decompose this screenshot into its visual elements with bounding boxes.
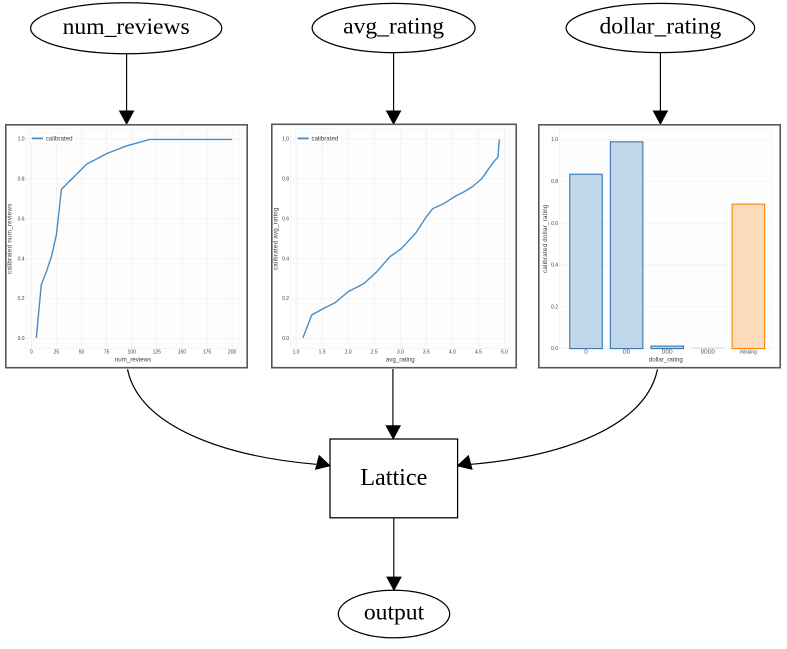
svg-text:4.0: 4.0: [449, 349, 456, 355]
svg-text:50: 50: [79, 349, 85, 355]
svg-text:175: 175: [203, 349, 212, 355]
svg-text:calibrated: calibrated: [312, 136, 339, 143]
svg-text:0.2: 0.2: [18, 296, 25, 302]
svg-text:75: 75: [104, 349, 110, 355]
svg-text:100: 100: [128, 349, 137, 355]
svg-text:0.4: 0.4: [282, 256, 289, 262]
svg-text:25: 25: [54, 349, 60, 355]
svg-text:D: D: [584, 349, 588, 355]
svg-text:calibrated dollar_rating: calibrated dollar_rating: [542, 204, 549, 273]
svg-text:0.4: 0.4: [551, 263, 558, 269]
svg-text:3.0: 3.0: [397, 349, 404, 355]
svg-text:calibrated num_reviews: calibrated num_reviews: [7, 203, 14, 274]
svg-text:avg_rating: avg_rating: [343, 14, 444, 40]
svg-text:0.0: 0.0: [282, 336, 289, 342]
svg-text:calibrated: calibrated: [46, 136, 73, 143]
svg-text:1.0: 1.0: [282, 137, 289, 143]
svg-text:1.0: 1.0: [551, 137, 558, 143]
svg-text:0.6: 0.6: [18, 216, 25, 222]
svg-text:3.5: 3.5: [423, 349, 430, 355]
svg-text:missing: missing: [740, 349, 757, 355]
svg-text:0.0: 0.0: [18, 336, 25, 342]
svg-text:dollar_rating: dollar_rating: [649, 357, 684, 364]
svg-text:num_reviews: num_reviews: [115, 357, 151, 364]
svg-text:Lattice: Lattice: [360, 464, 427, 491]
svg-text:num_reviews: num_reviews: [63, 14, 190, 40]
svg-text:2.0: 2.0: [345, 349, 352, 355]
svg-text:1.0: 1.0: [18, 137, 25, 143]
svg-text:calibrated avg_rating: calibrated avg_rating: [273, 207, 280, 270]
svg-text:0.6: 0.6: [282, 216, 289, 222]
svg-text:0.8: 0.8: [551, 179, 558, 185]
svg-text:2.5: 2.5: [371, 349, 378, 355]
svg-text:150: 150: [178, 349, 187, 355]
svg-text:0.4: 0.4: [18, 256, 25, 262]
svg-text:0.0: 0.0: [551, 346, 558, 352]
svg-text:0.2: 0.2: [282, 296, 289, 302]
svg-text:output: output: [364, 600, 425, 626]
svg-text:5.0: 5.0: [501, 349, 508, 355]
svg-text:1.5: 1.5: [319, 349, 326, 355]
svg-text:DDDD: DDDD: [701, 349, 716, 355]
svg-text:0.2: 0.2: [551, 304, 558, 310]
svg-text:DDD: DDD: [662, 349, 673, 355]
svg-text:200: 200: [228, 349, 237, 355]
svg-text:4.5: 4.5: [475, 349, 482, 355]
svg-text:dollar_rating: dollar_rating: [599, 14, 721, 40]
svg-text:0.8: 0.8: [282, 177, 289, 183]
svg-text:avg_rating: avg_rating: [386, 357, 415, 364]
svg-text:1.0: 1.0: [293, 349, 300, 355]
svg-text:0.6: 0.6: [551, 221, 558, 227]
svg-text:0: 0: [30, 349, 33, 355]
svg-text:DD: DD: [623, 349, 631, 355]
svg-text:0.8: 0.8: [18, 177, 25, 183]
svg-text:125: 125: [153, 349, 162, 355]
